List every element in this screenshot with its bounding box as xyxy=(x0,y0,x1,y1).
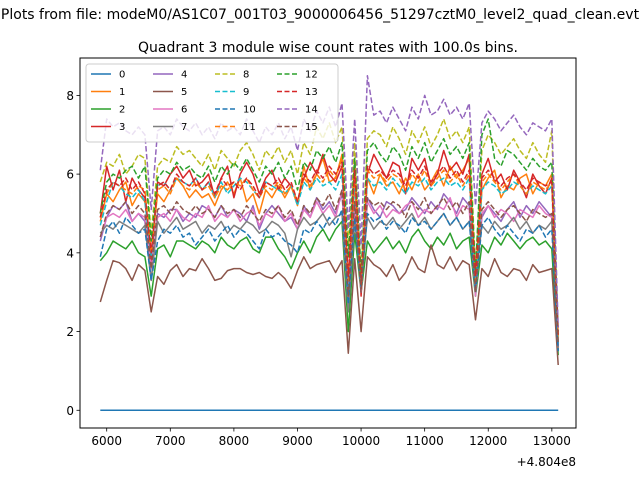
x-tick-label: 7000 xyxy=(155,434,186,448)
y-tick-label: 8 xyxy=(66,89,74,103)
series-lines xyxy=(99,74,559,412)
y-tick-label: 6 xyxy=(66,168,74,182)
y-axis: 0 2 4 6 8 xyxy=(66,89,80,418)
legend-label: 10 xyxy=(243,105,256,116)
series-line-5 xyxy=(99,244,559,366)
legend-box xyxy=(85,63,339,143)
x-tick-label: 12000 xyxy=(469,434,507,448)
x-tick-label: 11000 xyxy=(406,434,444,448)
legend-label: 7 xyxy=(181,122,187,133)
figure-suptitle: Plots from file: modeM0/AS1C07_001T03_90… xyxy=(1,7,640,23)
series-line-10 xyxy=(99,208,559,352)
series-line-12 xyxy=(99,118,559,332)
x-tick-label: 10000 xyxy=(342,434,380,448)
x-tick-label: 13000 xyxy=(533,434,571,448)
legend-label: 4 xyxy=(181,70,187,81)
x-tick-label: 6000 xyxy=(91,434,122,448)
legend-label: 2 xyxy=(119,105,125,116)
legend-label: 5 xyxy=(181,87,187,98)
x-axis: 6000 7000 8000 9000 10000 11000 12000 13000 xyxy=(91,428,571,448)
x-tick-label: 9000 xyxy=(282,434,313,448)
y-tick-label: 0 xyxy=(66,404,74,418)
y-tick-label: 4 xyxy=(66,246,74,260)
series-line-3 xyxy=(99,149,559,348)
y-tick-label: 2 xyxy=(66,325,74,339)
legend-label: 1 xyxy=(119,87,125,98)
series-line-2 xyxy=(99,220,559,356)
legend-label: 15 xyxy=(305,122,318,133)
series-line-15 xyxy=(99,189,559,344)
series-line-6 xyxy=(99,189,559,344)
legend-label: 6 xyxy=(181,105,187,116)
legend-label: 14 xyxy=(305,105,318,116)
x-tick-label: 8000 xyxy=(219,434,250,448)
legend-label: 12 xyxy=(305,70,318,81)
plot-frame xyxy=(79,57,577,429)
legend-label: 9 xyxy=(243,87,249,98)
chart-title: Quadrant 3 module wise count rates with … xyxy=(138,40,518,56)
series-line-9 xyxy=(99,173,559,344)
series-line-13 xyxy=(99,161,559,336)
legend-label: 8 xyxy=(243,70,249,81)
legend-label: 3 xyxy=(119,122,125,133)
series-line-11 xyxy=(99,157,559,336)
legend-label: 13 xyxy=(305,87,318,98)
x-offset-label: +4.804e8 xyxy=(517,455,576,469)
legend-label: 11 xyxy=(243,122,256,133)
legend-label: 0 xyxy=(119,70,125,81)
